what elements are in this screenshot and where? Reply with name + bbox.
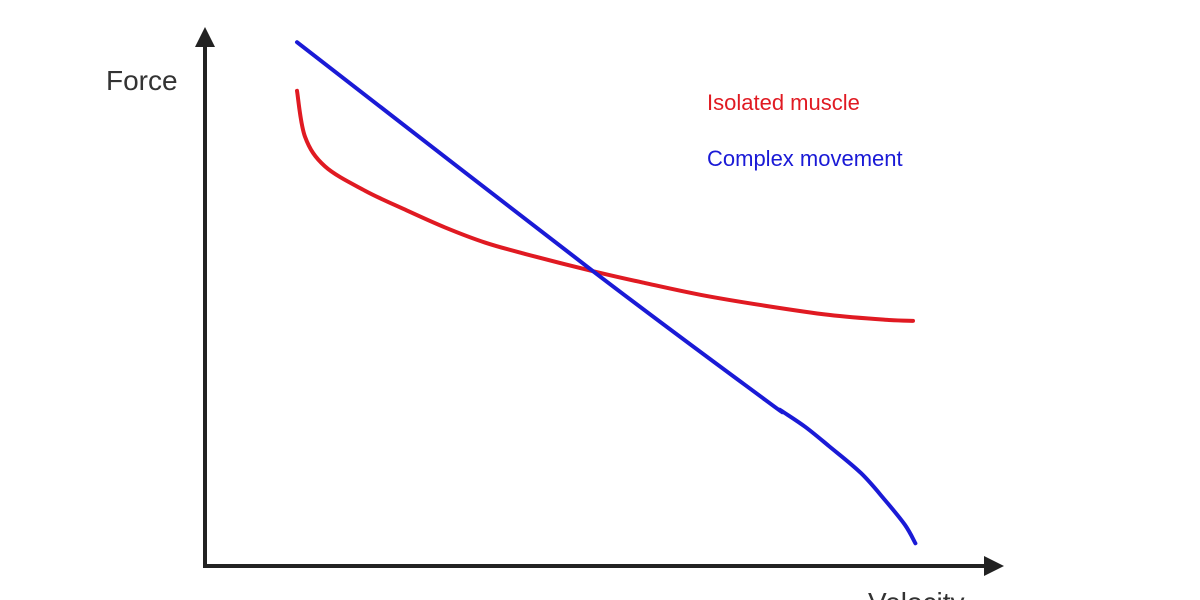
y-axis-label: Force xyxy=(106,65,178,96)
x-axis-arrow-icon xyxy=(984,556,1004,576)
legend-label-isolated-muscle: Isolated muscle xyxy=(707,90,860,115)
legend: Isolated muscle Complex movement xyxy=(707,90,903,171)
series-line-complex-movement xyxy=(295,40,918,546)
y-axis-arrow-icon xyxy=(195,27,215,47)
series-line-isolated-muscle xyxy=(295,88,915,323)
x-axis-label: Velocity xyxy=(868,587,965,600)
legend-label-complex-movement: Complex movement xyxy=(707,146,903,171)
series-group xyxy=(295,40,918,546)
